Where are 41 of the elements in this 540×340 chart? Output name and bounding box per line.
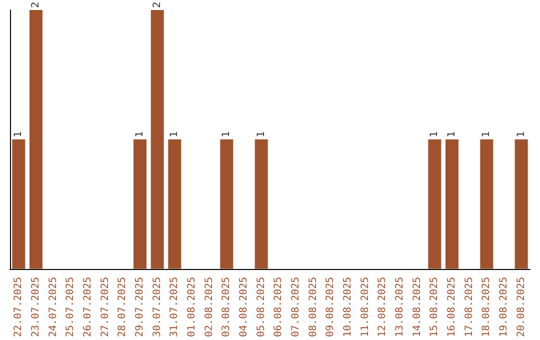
x-tick-label: 27.07.2025 <box>100 276 111 338</box>
x-tick-label: 17.08.2025 <box>464 276 475 338</box>
x-tick-label: 06.08.2025 <box>273 276 284 338</box>
x-tick-label: 07.08.2025 <box>290 276 302 338</box>
x-tick-label: 22.07.2025 <box>13 276 24 338</box>
x-tick-label: 10.08.2025 <box>342 276 354 338</box>
data-label: 1 <box>256 131 267 138</box>
x-tick-label: 31.07.2025 <box>169 276 180 338</box>
x-tick-label: 26.07.2025 <box>82 276 94 338</box>
x-tick-label: 29.07.2025 <box>134 276 146 338</box>
data-label: 2 <box>30 2 42 8</box>
x-tick-label: 16.08.2025 <box>446 276 458 338</box>
data-label: 1 <box>516 131 527 138</box>
x-tick-label: 23.07.2025 <box>30 276 42 338</box>
data-label: 1 <box>221 131 232 138</box>
x-tick-label: 02.08.2025 <box>204 276 215 338</box>
x-tick-label: 20.08.2025 <box>516 276 527 338</box>
data-label: 1 <box>446 131 458 138</box>
x-tick-label: 25.07.2025 <box>65 276 76 338</box>
x-tick-label: 09.08.2025 <box>325 276 336 338</box>
x-tick-label: 18.08.2025 <box>481 276 492 338</box>
x-tick-label: 04.08.2025 <box>238 276 250 338</box>
x-tick-label: 08.08.2025 <box>308 276 319 338</box>
data-label: 1 <box>13 131 24 138</box>
x-tick-label: 12.08.2025 <box>377 276 388 338</box>
x-tick-label: 01.08.2025 <box>186 276 198 338</box>
data-label: 1 <box>481 131 492 138</box>
x-tick-label: 19.08.2025 <box>498 276 510 338</box>
x-tick-label: 13.08.2025 <box>394 276 406 338</box>
x-tick-label: 03.08.2025 <box>221 276 232 338</box>
data-label: 1 <box>134 131 146 138</box>
x-tick-label: 24.07.2025 <box>48 276 59 338</box>
x-tick-label: 05.08.2025 <box>256 276 267 338</box>
x-tick-label: 30.07.2025 <box>152 276 163 338</box>
data-label: 1 <box>169 131 180 138</box>
data-label: 1 <box>429 131 440 138</box>
data-label: 2 <box>152 2 163 8</box>
x-tick-label: 15.08.2025 <box>429 276 440 338</box>
x-tick-label: 11.08.2025 <box>360 276 371 338</box>
x-tick-label: 28.07.2025 <box>117 276 128 338</box>
x-tick-label: 14.08.2025 <box>412 276 423 338</box>
